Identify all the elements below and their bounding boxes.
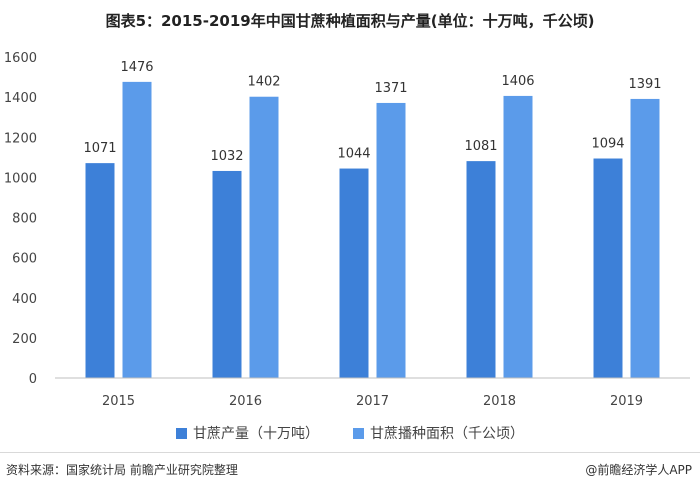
data-label: 1371 <box>374 81 407 96</box>
legend-swatch-area <box>353 427 364 439</box>
legend-item-area: 甘蔗播种面积（千公顷） <box>353 423 524 443</box>
y-tick-label: 400 <box>12 292 37 307</box>
data-label: 1094 <box>591 137 624 152</box>
x-tick-label: 2018 <box>483 394 516 409</box>
y-tick-label: 800 <box>12 212 37 227</box>
data-label: 1081 <box>464 139 497 154</box>
legend-label-production: 甘蔗产量（十万吨） <box>193 426 319 442</box>
data-label: 1406 <box>501 74 534 89</box>
bar-production-2019 <box>593 158 623 378</box>
bar-production-2018 <box>466 161 496 378</box>
y-tick-label: 200 <box>12 332 37 347</box>
x-axis: 2015 2016 2017 2018 2019 <box>55 377 690 409</box>
bar-production-2016 <box>212 170 242 378</box>
footer-divider <box>0 452 700 453</box>
y-axis: 0 200 400 600 800 1000 1200 1400 1600 <box>4 51 37 387</box>
bar-area-2019 <box>630 98 660 378</box>
y-tick-label: 1200 <box>4 131 37 146</box>
legend-label-area: 甘蔗播种面积（千公顷） <box>370 426 524 442</box>
bar-area-2016 <box>249 96 279 378</box>
bar-area-2015 <box>122 81 152 378</box>
bar-area-2017 <box>376 102 406 379</box>
data-label: 1476 <box>120 60 153 75</box>
data-label: 1402 <box>247 75 280 90</box>
brand-label: @前瞻经济学人APP <box>585 463 692 477</box>
bar-area-2018 <box>503 95 533 378</box>
bar-production-2017 <box>339 168 369 378</box>
x-tick-label: 2015 <box>102 394 135 409</box>
data-label: 1071 <box>83 141 116 156</box>
bar-series: 1071 1476 1032 1402 1044 1371 1081 1406 1094 1391 <box>83 60 662 379</box>
data-label: 1391 <box>628 77 661 92</box>
y-tick-label: 0 <box>29 372 37 387</box>
legend-item-production: 甘蔗产量（十万吨） <box>176 423 319 443</box>
y-tick-label: 1400 <box>4 91 37 106</box>
legend: 甘蔗产量（十万吨） 甘蔗播种面积（千公顷） <box>0 423 700 443</box>
bar-production-2015 <box>85 163 115 378</box>
data-label: 1044 <box>337 147 370 162</box>
x-tick-label: 2019 <box>610 394 643 409</box>
y-tick-label: 1000 <box>4 171 37 186</box>
y-tick-label: 1600 <box>4 51 37 66</box>
legend-swatch-production <box>176 427 187 439</box>
source-note: 资料来源：国家统计局 前瞻产业研究院整理 <box>6 463 238 477</box>
data-label: 1032 <box>210 149 243 164</box>
y-tick-label: 600 <box>12 252 37 267</box>
chart-title: 图表5：2015-2019年中国甘蔗种植面积与产量(单位：十万吨，千公顷) <box>105 12 595 30</box>
x-tick-label: 2016 <box>229 394 262 409</box>
x-tick-label: 2017 <box>356 394 389 409</box>
